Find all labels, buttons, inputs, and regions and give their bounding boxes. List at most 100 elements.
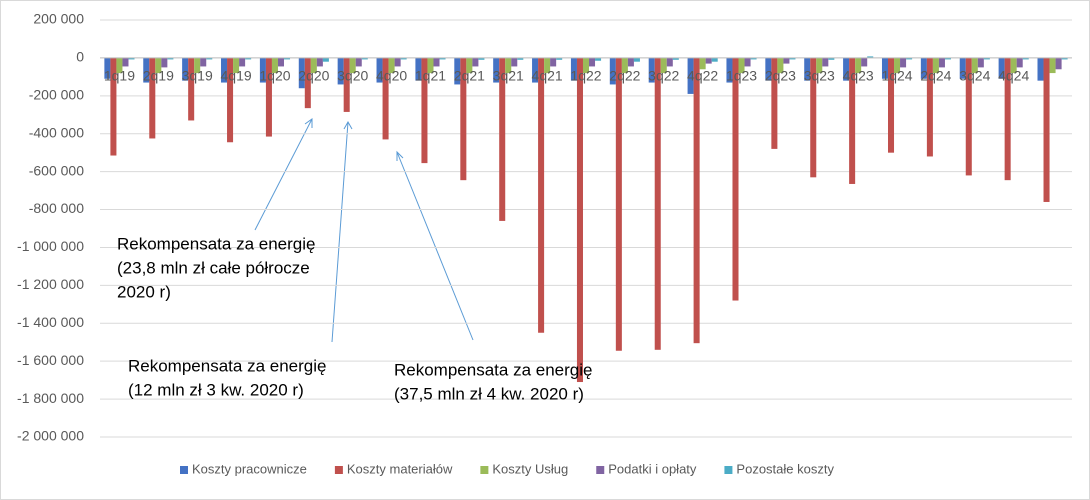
x-tick-label: 1q23 xyxy=(726,68,757,84)
bar xyxy=(538,57,545,333)
annotation: 2020 r) xyxy=(117,282,171,301)
bar xyxy=(822,57,829,67)
legend-swatch xyxy=(724,466,733,474)
bar xyxy=(654,57,661,350)
bar xyxy=(609,57,616,85)
bar xyxy=(1016,57,1023,68)
bar xyxy=(388,57,395,74)
bar xyxy=(633,57,640,62)
bar xyxy=(1010,57,1017,74)
bar xyxy=(771,57,778,149)
bar xyxy=(570,57,577,81)
x-tick-label: 3q19 xyxy=(182,68,213,84)
bar xyxy=(245,57,252,60)
bar xyxy=(971,57,978,74)
bar xyxy=(239,57,246,67)
bar xyxy=(505,57,512,74)
bar xyxy=(998,57,1005,79)
x-tick-label: 4q24 xyxy=(998,68,1029,84)
x-tick-label: 2q22 xyxy=(609,68,640,84)
legend-swatch xyxy=(334,466,343,474)
bar xyxy=(200,57,207,67)
x-tick-label: 1q19 xyxy=(104,68,135,84)
bar xyxy=(1004,57,1011,181)
bar xyxy=(556,57,563,60)
bar xyxy=(726,57,733,83)
bar xyxy=(920,57,927,79)
bar xyxy=(517,57,524,60)
bar xyxy=(271,57,278,74)
annotation: Rekompensata za energię xyxy=(394,360,592,379)
bar xyxy=(855,57,862,74)
bar xyxy=(233,57,240,74)
bar xyxy=(932,57,939,74)
x-tick-label: 1q24 xyxy=(881,68,912,84)
bar xyxy=(660,57,667,74)
bar xyxy=(182,57,189,81)
bar xyxy=(532,57,539,83)
bar xyxy=(687,57,694,94)
bar xyxy=(283,57,291,60)
bar xyxy=(454,57,461,85)
x-tick-label: 3q21 xyxy=(493,68,524,84)
bar xyxy=(738,57,745,74)
bar xyxy=(394,57,401,67)
x-tick-label: 2q19 xyxy=(143,68,174,84)
x-tick-label: 2q23 xyxy=(765,68,796,84)
bar xyxy=(888,57,895,153)
bar xyxy=(900,57,907,68)
bar xyxy=(427,57,434,74)
bar xyxy=(149,57,156,139)
bar xyxy=(343,57,350,112)
bar xyxy=(666,57,673,67)
x-tick-label: 2q21 xyxy=(454,68,485,84)
arrow-head xyxy=(343,120,353,130)
bar xyxy=(589,57,596,67)
y-tick-label: -200 000 xyxy=(29,87,84,103)
y-tick-label: -800 000 xyxy=(29,200,84,216)
bar xyxy=(804,57,811,81)
annotation: (12 mln zł 3 kw. 2020 r) xyxy=(128,380,304,399)
bar xyxy=(843,57,850,81)
legend-swatch xyxy=(180,466,188,474)
bar xyxy=(499,57,506,221)
bar xyxy=(382,57,389,140)
bar xyxy=(615,57,622,351)
bar xyxy=(227,57,234,143)
bar xyxy=(206,57,213,60)
bar xyxy=(460,57,467,181)
x-tick-label: 4q19 xyxy=(221,68,252,84)
legend-swatch xyxy=(480,466,489,474)
bar xyxy=(881,57,889,79)
x-tick-label: 4q21 xyxy=(532,68,563,84)
bar xyxy=(938,57,945,68)
bar xyxy=(944,57,951,60)
x-tick-label: 4q20 xyxy=(376,68,407,84)
annotation: Rekompensata za energię xyxy=(128,356,326,375)
bar xyxy=(648,57,655,83)
y-tick-label: -1 800 000 xyxy=(17,390,84,406)
bar xyxy=(595,57,602,61)
bar xyxy=(750,57,757,60)
bar xyxy=(1043,57,1050,202)
x-tick-label: 4q23 xyxy=(843,68,874,84)
bar xyxy=(143,57,150,83)
bar xyxy=(765,57,772,81)
bar xyxy=(493,57,500,83)
bar xyxy=(310,57,317,74)
bar xyxy=(711,57,718,62)
x-tick-label: 3q20 xyxy=(337,68,368,84)
bar xyxy=(1061,57,1068,60)
bar xyxy=(466,57,473,74)
bar xyxy=(576,57,583,383)
bar xyxy=(304,57,311,109)
bar xyxy=(316,57,323,67)
bar xyxy=(544,57,551,74)
bar xyxy=(705,57,712,64)
y-tick-label: 0 xyxy=(76,49,84,65)
bar xyxy=(167,57,174,60)
legend-label: Podatki i opłaty xyxy=(608,461,697,476)
bar xyxy=(783,57,790,64)
bar xyxy=(906,57,913,60)
